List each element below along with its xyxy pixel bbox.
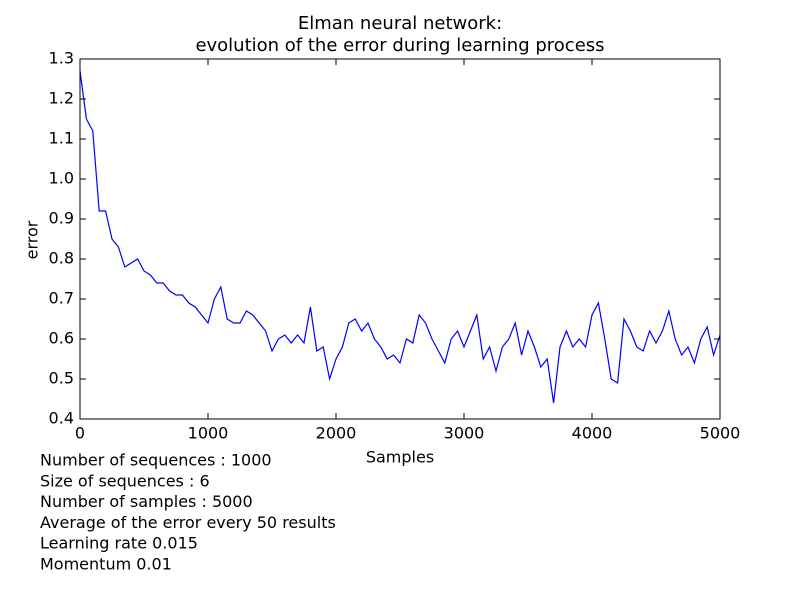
- y-tick-label: 1.2: [49, 89, 74, 108]
- y-tick-label: 0.6: [49, 329, 74, 348]
- x-tick-label: 1000: [188, 424, 229, 443]
- y-tick-label: 1.0: [49, 169, 74, 188]
- annotation: Number of sequences : 1000: [40, 451, 272, 470]
- chart-title: Elman neural network:: [298, 13, 502, 34]
- annotation: Learning rate 0.015: [40, 534, 198, 553]
- annotation: Number of samples : 5000: [40, 492, 253, 511]
- x-tick-label: 3000: [444, 424, 485, 443]
- chart-title: evolution of the error during learning p…: [195, 35, 604, 56]
- y-tick-label: 0.5: [49, 369, 74, 388]
- x-tick-label: 5000: [700, 424, 741, 443]
- y-tick-label: 0.8: [49, 249, 74, 268]
- x-axis-label: Samples: [366, 448, 434, 467]
- y-axis-label: error: [23, 220, 42, 259]
- y-tick-label: 1.1: [49, 129, 74, 148]
- annotation: Momentum 0.01: [40, 555, 172, 574]
- line-series: [79, 70, 721, 404]
- x-tick-label: 2000: [316, 424, 357, 443]
- y-tick-label: 0.9: [49, 209, 74, 228]
- annotation: Size of sequences : 6: [40, 471, 210, 490]
- y-tick-label: 1.3: [49, 49, 74, 68]
- x-tick-label: 0: [75, 424, 85, 443]
- annotation: Average of the error every 50 results: [40, 513, 336, 532]
- axes-frame: [79, 58, 721, 420]
- y-tick-label: 0.4: [49, 409, 74, 428]
- y-tick-label: 0.7: [49, 289, 74, 308]
- x-tick-label: 4000: [572, 424, 613, 443]
